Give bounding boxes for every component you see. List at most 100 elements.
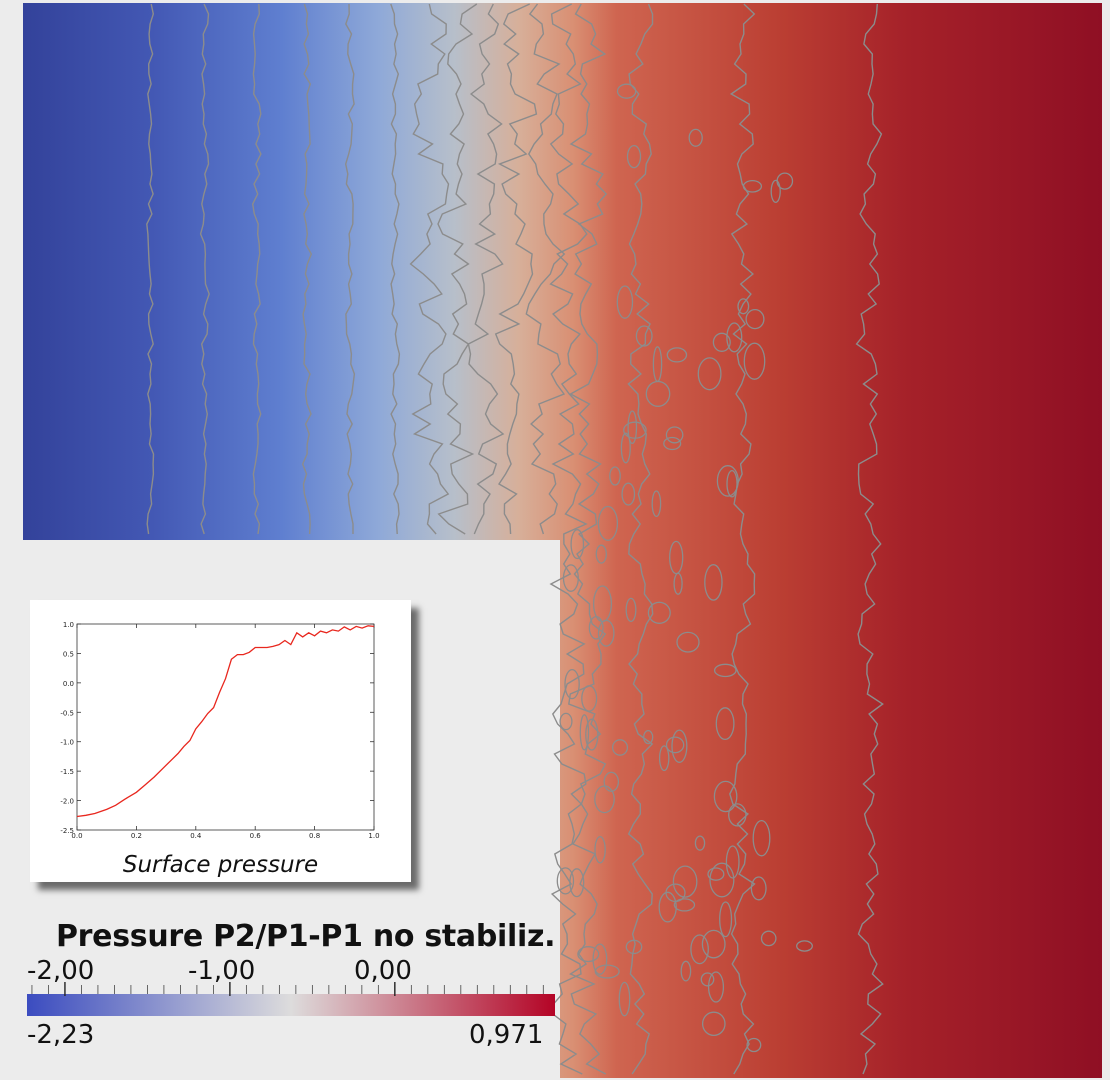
- contour-line: [855, 3, 884, 1075]
- contour-island: [626, 144, 642, 169]
- x-tick-label: 0.0: [71, 832, 82, 840]
- domain-region: [23, 3, 1102, 1078]
- contour-island: [597, 619, 615, 647]
- contour-island: [697, 357, 722, 391]
- x-ticks: 0.0 0.2 0.4 0.6 0.8 1.0: [71, 624, 380, 840]
- contour-island: [611, 739, 629, 756]
- contour-island: [719, 901, 733, 938]
- contour-island: [577, 946, 600, 963]
- contour-island: [707, 971, 725, 1003]
- contour-line: [494, 3, 538, 535]
- contour-line: [549, 3, 588, 1075]
- contour-island: [665, 736, 685, 754]
- contour-lines: [146, 3, 884, 1075]
- contour-island: [625, 939, 643, 955]
- contour-line: [627, 3, 654, 1075]
- contour-island: [616, 285, 634, 319]
- legend-ticks: [31, 982, 544, 996]
- y-tick-label: -2.0: [60, 798, 74, 806]
- contour-island: [715, 707, 735, 741]
- contour-island: [620, 432, 631, 464]
- contour-island: [709, 862, 735, 898]
- contour-island: [595, 544, 607, 564]
- y-tick-label: -1.0: [60, 739, 74, 747]
- contour-island: [726, 322, 743, 353]
- contour-line: [390, 3, 401, 535]
- x-tick-label: 0.8: [309, 832, 320, 840]
- legend-min-label: -2,23: [27, 1020, 95, 1050]
- plot-frame: [76, 623, 375, 831]
- contour-island: [616, 83, 637, 99]
- x-tick-label: 1.0: [368, 832, 379, 840]
- legend-tick-label: -1,00: [188, 956, 256, 986]
- legend-tick-label: 0,00: [354, 956, 412, 986]
- contour-line: [409, 3, 450, 535]
- y-tick-label: 0.5: [63, 650, 74, 658]
- contour-island: [728, 803, 747, 827]
- contour-island: [635, 325, 653, 347]
- contour-island: [556, 867, 575, 895]
- surface-pressure-chart: 1.0 0.5 0.0 -0.5 -1.0 -1.5 -2.0 -2.5 0.0 0.2 0.4 0…: [60, 621, 380, 840]
- contour-island: [796, 940, 813, 952]
- contour-island: [564, 668, 580, 700]
- y-ticks: 1.0 0.5 0.0 -0.5 -1.0 -1.5 -2.0 -2.5: [60, 621, 374, 835]
- contour-island: [588, 615, 604, 640]
- contour-island: [671, 729, 688, 763]
- contour-island: [750, 876, 767, 901]
- contour-island: [603, 771, 620, 792]
- contour-island: [742, 179, 763, 193]
- contour-island: [570, 529, 585, 560]
- contour-island: [562, 564, 579, 592]
- contour-island: [770, 179, 781, 204]
- contour-line: [437, 3, 478, 535]
- contour-island: [701, 1011, 726, 1037]
- y-tick-label: -2.5: [60, 827, 74, 835]
- contour-island: [559, 712, 573, 731]
- contour-line: [525, 3, 566, 535]
- contour-island: [592, 943, 608, 975]
- legend-max-label: 0,971: [469, 1020, 544, 1050]
- contour-island: [585, 718, 599, 751]
- x-tick-label: 0.2: [131, 832, 142, 840]
- contour-island: [673, 898, 696, 912]
- contour-island: [760, 930, 777, 947]
- contour-island: [621, 482, 636, 506]
- contour-line: [251, 3, 262, 535]
- contour-island: [776, 172, 794, 190]
- contour-island: [652, 346, 663, 383]
- x-tick-label: 0.6: [250, 832, 262, 840]
- contour-island: [676, 631, 700, 653]
- legend-gradient: [27, 994, 555, 1016]
- contour-island: [716, 465, 739, 497]
- contour-island: [752, 819, 771, 857]
- contour-island: [713, 663, 737, 678]
- contour-island: [737, 298, 750, 315]
- contour-line: [199, 3, 210, 535]
- contour-island: [658, 745, 670, 772]
- x-tick-label: 0.4: [190, 832, 202, 840]
- contour-island: [712, 332, 731, 352]
- contour-island: [609, 466, 621, 486]
- contour-island: [569, 868, 585, 898]
- contour-island: [694, 835, 706, 851]
- contour-island: [597, 505, 619, 541]
- y-tick-label: -0.5: [60, 709, 74, 717]
- contour-island: [690, 934, 709, 965]
- contour-island: [701, 929, 726, 959]
- contour-island: [680, 960, 692, 982]
- contour-line: [301, 3, 313, 535]
- inset-caption: Surface pressure: [122, 852, 319, 878]
- contour-island: [745, 308, 765, 330]
- contour-island: [665, 426, 684, 444]
- legend-tick-label: -2,00: [27, 956, 95, 986]
- y-tick-label: -1.5: [60, 768, 74, 776]
- contour-island: [669, 540, 684, 575]
- contour-island: [666, 347, 688, 363]
- contour-island: [618, 981, 631, 1017]
- contour-island: [579, 714, 590, 751]
- contour-island: [746, 1037, 762, 1053]
- contour-island: [658, 891, 677, 923]
- contour-island: [700, 972, 715, 987]
- contour-island: [672, 865, 698, 898]
